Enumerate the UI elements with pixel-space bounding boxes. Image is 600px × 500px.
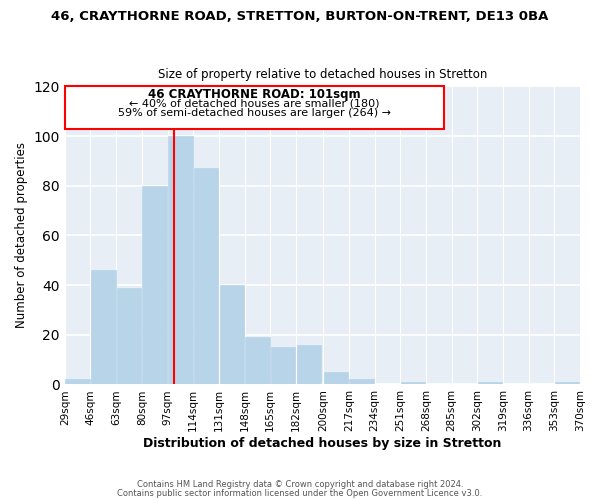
Bar <box>324 372 348 384</box>
Bar <box>245 338 269 384</box>
Bar <box>478 382 502 384</box>
Bar <box>117 288 141 384</box>
Text: Contains public sector information licensed under the Open Government Licence v3: Contains public sector information licen… <box>118 488 482 498</box>
X-axis label: Distribution of detached houses by size in Stretton: Distribution of detached houses by size … <box>143 437 502 450</box>
Text: 59% of semi-detached houses are larger (264) →: 59% of semi-detached houses are larger (… <box>118 108 391 118</box>
Bar <box>91 270 116 384</box>
Bar <box>349 380 374 384</box>
Text: 46 CRAYTHORNE ROAD: 101sqm: 46 CRAYTHORNE ROAD: 101sqm <box>148 88 361 101</box>
Bar <box>220 285 244 384</box>
Bar <box>194 168 218 384</box>
Bar <box>168 136 193 384</box>
Bar <box>65 380 90 384</box>
Text: Contains HM Land Registry data © Crown copyright and database right 2024.: Contains HM Land Registry data © Crown c… <box>137 480 463 489</box>
Title: Size of property relative to detached houses in Stretton: Size of property relative to detached ho… <box>158 68 487 81</box>
Bar <box>555 382 580 384</box>
Bar <box>271 347 295 385</box>
Bar <box>142 186 167 384</box>
Text: ← 40% of detached houses are smaller (180): ← 40% of detached houses are smaller (18… <box>129 98 380 108</box>
Bar <box>296 344 321 385</box>
FancyBboxPatch shape <box>65 86 444 128</box>
Bar <box>401 382 425 384</box>
Text: 46, CRAYTHORNE ROAD, STRETTON, BURTON-ON-TRENT, DE13 0BA: 46, CRAYTHORNE ROAD, STRETTON, BURTON-ON… <box>52 10 548 23</box>
Y-axis label: Number of detached properties: Number of detached properties <box>15 142 28 328</box>
